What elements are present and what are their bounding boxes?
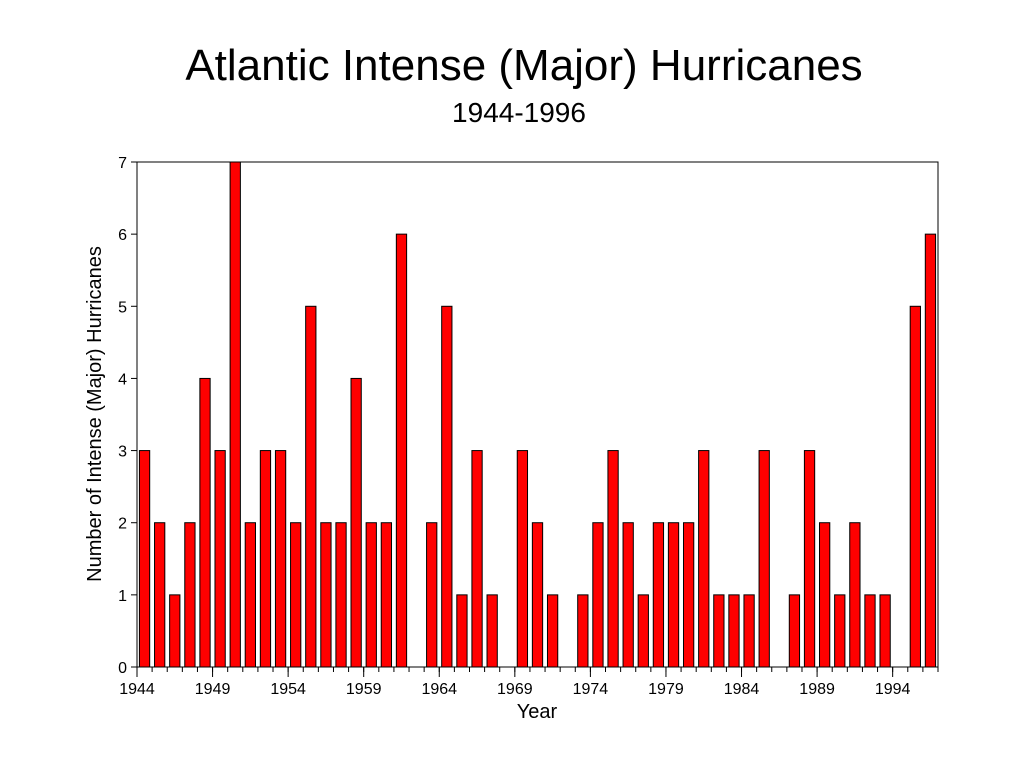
bar-1963 xyxy=(426,522,438,668)
y-tick-label: 7 xyxy=(118,155,127,172)
bar-1950 xyxy=(229,161,241,668)
bar-1995 xyxy=(909,305,921,668)
y-tick-label: 0 xyxy=(118,660,127,677)
bar-1976 xyxy=(622,522,634,668)
bar-1944 xyxy=(138,450,151,668)
x-tick-label: 1994 xyxy=(875,681,911,698)
bar-1961 xyxy=(395,233,408,668)
x-tick-label: 1954 xyxy=(270,681,306,698)
y-tick-label: 1 xyxy=(118,588,127,605)
bar-1981 xyxy=(698,450,710,668)
bar-1974 xyxy=(592,522,604,668)
bar-1993 xyxy=(879,594,891,668)
y-tick-label: 3 xyxy=(118,444,127,461)
x-tick-label: 1969 xyxy=(497,681,533,698)
bar-1989 xyxy=(819,522,831,668)
y-tick-label: 5 xyxy=(118,299,127,316)
bar-1983 xyxy=(728,594,740,668)
y-tick-label: 6 xyxy=(118,227,127,244)
axes-group: 0 1 2 3 4 5 6 7 1944 1949 1954 1959 1964 1969 1974 1979… xyxy=(118,155,939,698)
x-tick-label: 1944 xyxy=(119,681,155,698)
bar-1978 xyxy=(652,522,665,668)
bar-1971 xyxy=(546,594,559,668)
x-tick-label: 1974 xyxy=(573,681,609,698)
bar-1951 xyxy=(244,522,256,668)
bar-1955 xyxy=(305,305,317,668)
bar-1985 xyxy=(758,450,770,668)
bar-1949 xyxy=(214,450,226,668)
bar-1967 xyxy=(486,594,498,668)
bar-1959 xyxy=(365,522,377,668)
bar-1970 xyxy=(531,522,544,668)
bar-1966 xyxy=(471,450,483,668)
bar-1954 xyxy=(290,522,302,668)
bar-1946 xyxy=(169,594,181,668)
bar-1973 xyxy=(577,594,589,668)
bar-1948 xyxy=(199,377,211,668)
bar-1982 xyxy=(713,594,725,668)
bars-group xyxy=(138,161,937,668)
plot-frame xyxy=(136,161,939,668)
x-tick-label: 1989 xyxy=(799,681,835,698)
y-tick-label: 4 xyxy=(118,371,127,388)
bar-1991 xyxy=(849,522,861,668)
bar-1979 xyxy=(667,522,680,668)
bar-1964 xyxy=(441,305,453,668)
y-axis-label: Number of Intense (Major) Hurricanes xyxy=(84,246,106,582)
bar-1945 xyxy=(154,522,166,668)
bar-1988 xyxy=(803,450,816,668)
bar-1977 xyxy=(637,594,649,668)
bar-1990 xyxy=(834,594,846,668)
bar-1975 xyxy=(607,450,619,668)
bar-1996 xyxy=(924,233,937,668)
x-tick-label: 1979 xyxy=(648,681,684,698)
chart-subtitle: 1944-1996 xyxy=(452,97,586,128)
bar-1960 xyxy=(380,522,393,668)
x-tick-label: 1959 xyxy=(346,681,382,698)
chart-title: Atlantic Intense (Major) Hurricanes xyxy=(185,41,862,90)
bar-1980 xyxy=(682,522,695,668)
bar-1952 xyxy=(259,450,272,668)
x-tick-label: 1964 xyxy=(421,681,457,698)
bar-1969 xyxy=(516,450,529,668)
x-tick-label: 1984 xyxy=(724,681,760,698)
bar-1984 xyxy=(743,594,755,668)
bar-1965 xyxy=(456,594,468,668)
bar-1958 xyxy=(350,377,362,668)
bar-1987 xyxy=(788,594,801,668)
bar-1957 xyxy=(335,522,347,668)
x-tick-label: 1949 xyxy=(195,681,231,698)
bar-1956 xyxy=(320,522,332,668)
bar-1947 xyxy=(184,522,196,668)
x-axis-label: Year xyxy=(517,701,558,723)
y-tick-label: 2 xyxy=(118,516,127,533)
bar-1992 xyxy=(864,594,876,668)
bar-1953 xyxy=(274,450,287,668)
